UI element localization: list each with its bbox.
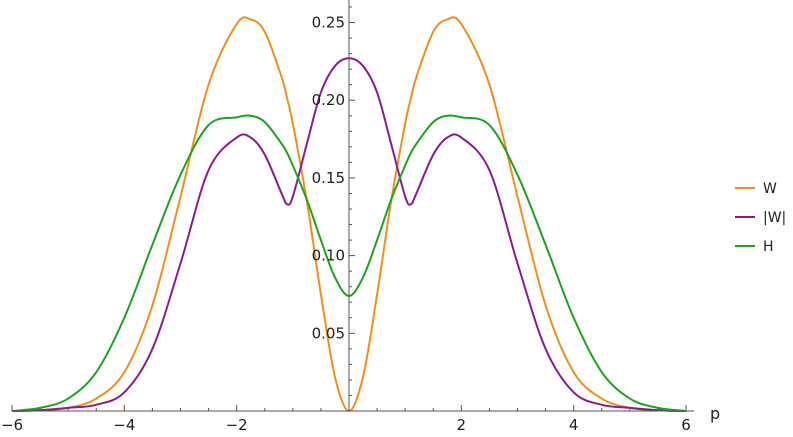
x-axis-label: p xyxy=(710,404,720,423)
y-tick-label: 0.20 xyxy=(312,91,345,109)
legend-label: H xyxy=(763,239,774,255)
x-tick-label: −2 xyxy=(226,416,248,434)
y-tick-label: 0.15 xyxy=(312,169,345,187)
legend: W |W| H xyxy=(735,181,786,255)
legend-label: W xyxy=(763,181,777,197)
x-tick-label: 6 xyxy=(681,416,691,434)
x-tick-label: −4 xyxy=(113,416,135,434)
x-tick-label: −6 xyxy=(1,416,23,434)
x-ticks: −6 −4 −2 2 4 6 xyxy=(1,405,691,434)
y-ticks: 0.05 0.10 0.15 0.20 0.25 xyxy=(312,6,355,396)
x-tick-label: 2 xyxy=(457,416,467,434)
x-tick-label: 4 xyxy=(569,416,579,434)
y-tick-label: 0.25 xyxy=(312,14,345,32)
y-tick-label: 0.05 xyxy=(312,324,345,342)
y-tick-label: 0.10 xyxy=(312,247,345,265)
legend-label: |W| xyxy=(763,210,786,226)
